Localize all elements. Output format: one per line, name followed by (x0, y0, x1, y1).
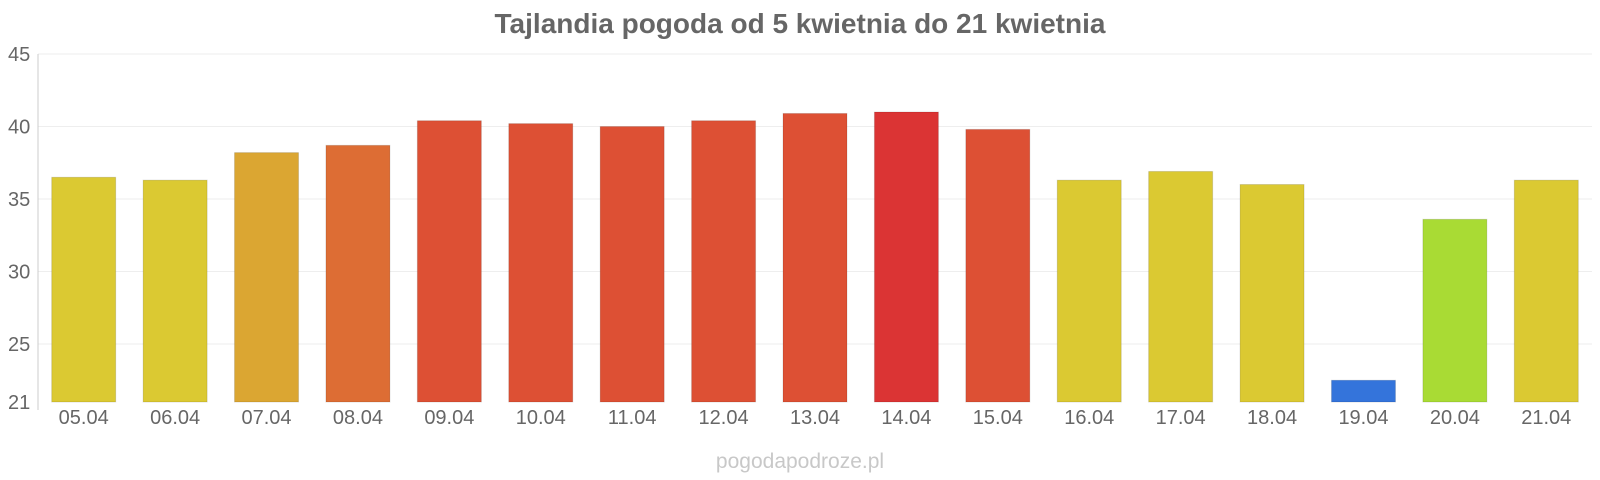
x-tick-label: 19.04 (1338, 407, 1388, 429)
bar-05.04 (51, 176, 117, 403)
x-tick-label: 08.04 (333, 407, 383, 429)
x-tick-label: 15.04 (973, 407, 1023, 429)
y-tick-label: 45 (8, 44, 30, 66)
x-tick-label: 21.04 (1521, 407, 1571, 429)
y-tick-label: 40 (8, 117, 30, 139)
x-tick-label: 06.04 (150, 407, 200, 429)
bar-09.04 (416, 120, 482, 403)
bar-07.04 (234, 152, 300, 403)
watermark: pogodapodroze.pl (715, 450, 885, 473)
bar-11.04 (599, 126, 665, 403)
y-tick-label: 21 (8, 392, 30, 414)
y-tick-label: 25 (8, 334, 30, 356)
bar-18.04 (1239, 184, 1305, 403)
x-tick-label: 16.04 (1064, 407, 1114, 429)
x-tick-label: 12.04 (699, 407, 749, 429)
x-tick-label: 10.04 (516, 407, 566, 429)
bar-12.04 (691, 120, 757, 403)
y-tick-label: 30 (8, 262, 30, 284)
bar-15.04 (965, 128, 1031, 403)
y-tick-label: 35 (8, 189, 30, 211)
bar-10.04 (508, 123, 574, 403)
x-tick-label: 09.04 (424, 407, 474, 429)
x-tick-label: 05.04 (59, 407, 109, 429)
x-tick-label: 13.04 (790, 407, 840, 429)
x-tick-label: 18.04 (1247, 407, 1297, 429)
x-tick-label: 11.04 (608, 407, 657, 429)
x-tick-label: 14.04 (881, 407, 931, 429)
bar-16.04 (1056, 179, 1122, 403)
bar-20.04 (1422, 218, 1488, 403)
bar-14.04 (873, 111, 939, 403)
bar-21.04 (1513, 179, 1579, 403)
bar-17.04 (1148, 170, 1214, 403)
bar-13.04 (782, 112, 848, 403)
bar-06.04 (142, 179, 208, 403)
x-tick-label: 20.04 (1430, 407, 1480, 429)
bar-08.04 (325, 144, 391, 403)
bar-19.04 (1330, 379, 1396, 403)
x-tick-label: 07.04 (241, 407, 291, 429)
chart-title: Tajlandia pogoda od 5 kwietnia do 21 kwi… (494, 8, 1106, 39)
x-tick-label: 17.04 (1156, 407, 1206, 429)
